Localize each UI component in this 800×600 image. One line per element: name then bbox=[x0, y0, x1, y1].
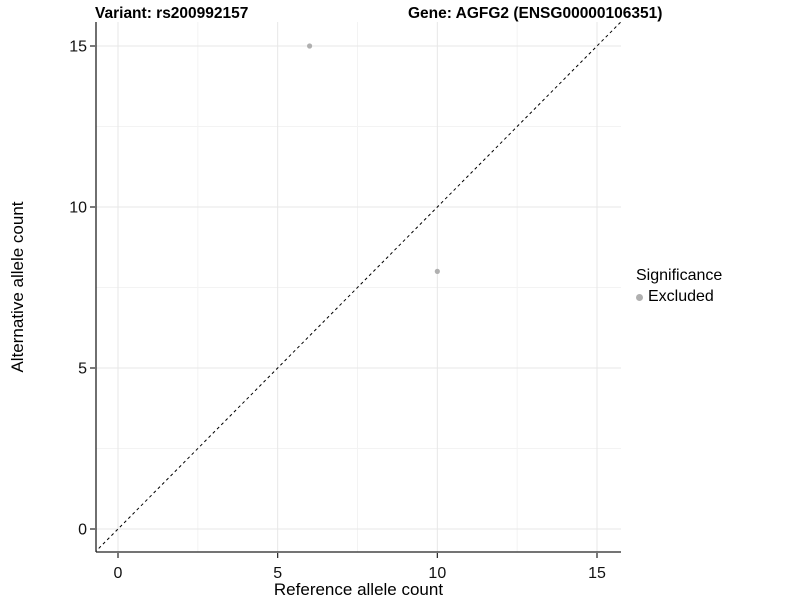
legend-item-label: Excluded bbox=[648, 288, 714, 305]
y-tick-label: 5 bbox=[78, 361, 87, 378]
variant-title: Variant: rs200992157 bbox=[95, 5, 249, 22]
x-axis-title: Reference allele count bbox=[273, 580, 444, 599]
y-tick-label: 10 bbox=[69, 200, 87, 217]
x-tick-label: 5 bbox=[273, 565, 282, 582]
legend-title: Significance bbox=[636, 267, 723, 284]
y-axis-title: Alternative allele count bbox=[8, 201, 27, 373]
x-tick-label: 15 bbox=[588, 565, 606, 582]
data-point bbox=[307, 43, 313, 49]
gene-title: Gene: AGFG2 (ENSG00000106351) bbox=[408, 5, 663, 22]
legend-item-excluded: Excluded bbox=[636, 288, 722, 306]
legend: Significance Excluded bbox=[636, 267, 722, 306]
identity-reference-line bbox=[96, 22, 621, 552]
legend-point-icon bbox=[636, 293, 643, 301]
y-tick-label: 0 bbox=[78, 522, 87, 539]
data-point bbox=[434, 268, 440, 274]
y-tick-label: 15 bbox=[69, 39, 87, 56]
x-tick-label: 10 bbox=[428, 565, 446, 582]
x-tick-label: 0 bbox=[114, 565, 123, 582]
